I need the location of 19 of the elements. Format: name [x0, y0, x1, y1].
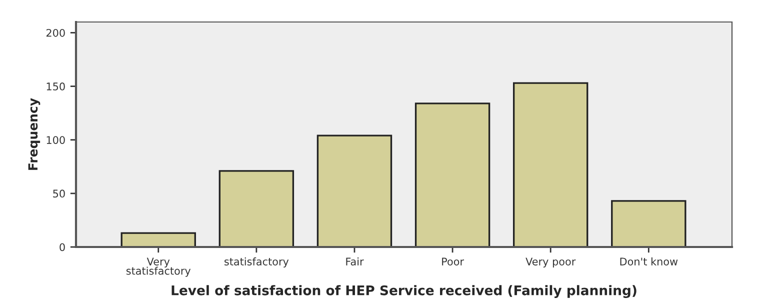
x-axis-title: Level of satisfaction of HEP Service received (Family planning)	[172, 285, 636, 298]
y-tick-label: 150	[46, 82, 65, 90]
y-tick-label: 50	[53, 190, 65, 198]
x-tick-label: Very statisfactory	[126, 258, 191, 277]
x-tick-label: Don't know	[620, 257, 678, 266]
y-tick-label: 200	[46, 28, 65, 37]
x-tick-label: Very poor	[526, 258, 576, 268]
x-tick-label: Poor	[442, 258, 464, 266]
bar	[414, 102, 490, 247]
y-tick-label: 100	[46, 136, 65, 144]
bar	[316, 134, 392, 247]
bar	[611, 200, 686, 247]
bar	[120, 232, 196, 247]
bar	[512, 82, 588, 247]
y-axis-title: Frequency	[28, 98, 40, 170]
x-tick-label: statisfactory	[224, 257, 289, 268]
y-tick-label: 0	[60, 243, 65, 252]
bar	[218, 170, 294, 247]
x-tick-label: Fair	[346, 257, 364, 266]
